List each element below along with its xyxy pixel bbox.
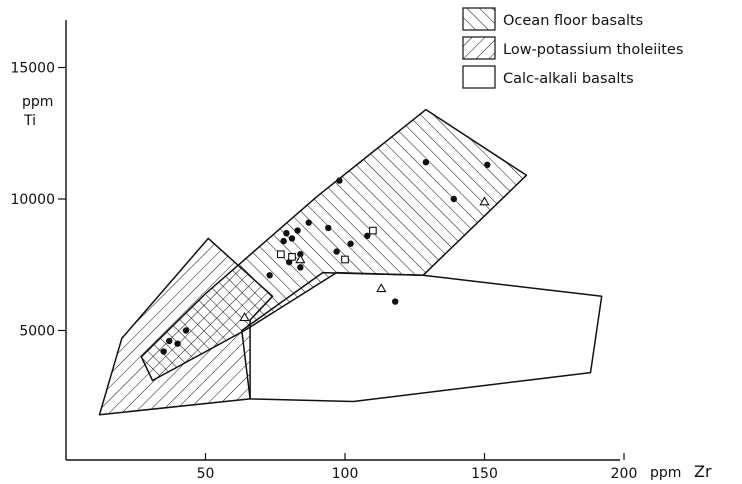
y-tick-label: 10000 xyxy=(10,192,55,208)
legend-swatch-low-potassium xyxy=(462,36,496,60)
y-tick-label: 5000 xyxy=(19,324,55,340)
y-axis-symbol: Ti xyxy=(23,113,36,129)
x-axis-symbol: Zr xyxy=(694,462,712,481)
legend-label-low-potassium: Low-potassium tholeiites xyxy=(503,42,683,58)
data-point-filled-circle xyxy=(333,248,340,255)
y-tick-label: 15000 xyxy=(10,61,55,77)
data-point-filled-circle xyxy=(364,232,371,240)
data-point-open-triangle xyxy=(479,196,490,206)
x-tick-label: 100 xyxy=(332,466,359,482)
data-point-filled-circle xyxy=(280,237,287,245)
legend-label-ocean-floor: Ocean floor basalts xyxy=(503,13,643,29)
data-point-filled-circle xyxy=(283,229,290,237)
data-point-filled-circle xyxy=(336,177,343,184)
x-tick-label: 200 xyxy=(611,466,638,482)
legend-swatch-ocean-floor xyxy=(462,7,496,31)
data-point-filled-circle xyxy=(450,195,458,203)
data-point-filled-circle xyxy=(160,348,167,355)
data-point-filled-circle xyxy=(288,235,296,242)
legend-item-low-potassium: Low-potassium tholeiites xyxy=(462,36,683,60)
legend-item-ocean-floor: Ocean floor basalts xyxy=(462,7,643,31)
data-point-filled-circle xyxy=(422,158,430,166)
x-axis-unit: ppm xyxy=(650,465,681,481)
data-point-filled-circle xyxy=(347,240,354,247)
data-point-open-square xyxy=(369,226,377,235)
data-point-open-triangle xyxy=(239,312,250,322)
data-point-filled-circle xyxy=(174,340,181,347)
data-point-filled-circle xyxy=(297,264,304,271)
legend-swatch-calc-alkali xyxy=(462,65,496,89)
data-point-filled-circle xyxy=(166,337,173,345)
data-point-open-triangle xyxy=(376,283,387,293)
data-point-open-square xyxy=(288,253,296,261)
data-point-open-square xyxy=(341,255,349,264)
data-point-filled-circle xyxy=(392,298,399,305)
legend-label-calc-alkali: Calc-alkali basalts xyxy=(503,71,634,87)
data-point-filled-circle xyxy=(484,161,491,169)
field-ocean-floor-basalts xyxy=(140,108,528,382)
data-point-filled-circle xyxy=(305,219,312,226)
legend-item-calc-alkali: Calc-alkali basalts xyxy=(462,65,634,89)
legend: Ocean floor basalts Low-potassium tholei… xyxy=(462,7,683,89)
data-point-open-square xyxy=(276,250,285,259)
data-point-filled-circle xyxy=(325,224,332,232)
y-axis-unit: ppm xyxy=(22,94,53,110)
axis-ticks: 50 100 150 200 5000 10000 15000 xyxy=(10,61,637,483)
data-point-filled-circle xyxy=(182,327,190,334)
data-points xyxy=(160,158,491,355)
data-point-filled-circle xyxy=(266,272,273,279)
discrimination-fields xyxy=(98,108,603,416)
data-point-open-triangle xyxy=(295,254,306,264)
x-tick-label: 50 xyxy=(197,466,215,482)
x-tick-label: 150 xyxy=(471,466,498,482)
data-point-filled-circle xyxy=(294,227,301,234)
